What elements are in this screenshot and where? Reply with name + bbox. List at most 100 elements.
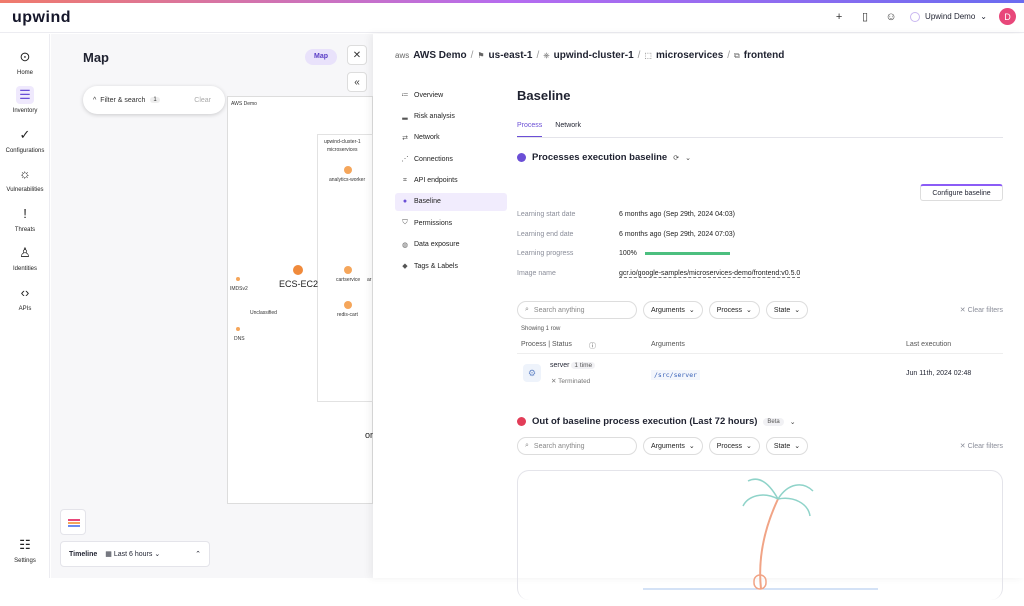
person-icon[interactable]: ☺ <box>885 10 897 23</box>
baseline-content: Baseline Process Network Processes execu… <box>517 86 1003 600</box>
panel-nav-tags-labels[interactable]: ◆ Tags & Labels <box>395 257 507 275</box>
expand-up-icon[interactable]: ⌃ <box>195 551 201 558</box>
node-dns[interactable] <box>236 327 240 331</box>
panel-nav-label: Tags & Labels <box>414 262 458 270</box>
map-area[interactable]: Map Map ore ^ Filter & search 1 Clear AW… <box>51 34 373 578</box>
chart-icon: ▂ <box>402 113 408 121</box>
search-input[interactable]: ⌕ Search anything <box>517 437 637 455</box>
refresh-icon[interactable]: ⟳ <box>673 154 680 162</box>
nav-settings[interactable]: ☷ Settings <box>0 536 50 564</box>
collapse-panel-button[interactable]: « <box>347 72 367 92</box>
nav-label: Settings <box>14 558 36 564</box>
panel-nav-label: Network <box>414 134 440 142</box>
nav-identities[interactable]: ♙ Identities <box>0 244 50 272</box>
layers-button[interactable] <box>60 509 86 535</box>
filter-search-box[interactable]: ^ Filter & search 1 Clear <box>83 86 225 114</box>
nav-vulnerabilities[interactable]: ☼ Vulnerabilities <box>0 165 50 193</box>
chevron-down-icon[interactable]: ⌄ <box>685 154 691 162</box>
crumb-account[interactable]: AWS Demo <box>413 50 467 61</box>
clear-button[interactable]: Clear <box>194 96 211 104</box>
timeline-label: Timeline <box>69 550 98 558</box>
table-row[interactable]: ⚙ server 1 time ✕ Terminated /src/server… <box>517 356 1003 392</box>
node-label: cartservice <box>336 277 361 283</box>
field-learning-progress: Learning progress 100% <box>517 250 730 257</box>
panel-nav-data-exposure[interactable]: ◍ Data exposure <box>395 236 507 254</box>
plus-icon[interactable]: + <box>835 10 843 23</box>
map-toggle-map[interactable]: Map <box>305 49 337 65</box>
state-dropdown[interactable]: State ⌄ <box>765 437 809 455</box>
layers-icon <box>68 519 80 527</box>
avatar[interactable]: D <box>999 8 1016 25</box>
node-label: Unclassified <box>250 310 277 316</box>
tab-process[interactable]: Process <box>517 120 543 137</box>
arguments-dropdown[interactable]: Arguments ⌄ <box>643 437 703 455</box>
upwind-logo[interactable]: upwind <box>12 9 71 26</box>
gear-icon <box>517 417 526 426</box>
close-icon: ✕ <box>352 49 362 61</box>
configure-baseline-button[interactable]: Configure baseline <box>920 184 1003 201</box>
col-process-status[interactable]: Process | Status <box>521 341 572 348</box>
dropdown-label: State <box>773 442 791 450</box>
search-input[interactable]: ⌕ Search anything <box>517 301 637 319</box>
baseline-tabs: Process Network <box>517 120 1003 138</box>
panel-nav-baseline[interactable]: ● Baseline <box>395 192 507 211</box>
chevron-down-icon[interactable]: ⌄ <box>789 418 796 426</box>
nav-configurations[interactable]: ✓ Configurations <box>0 126 50 154</box>
clear-filters-button[interactable]: ✕ Clear filters <box>959 443 1003 450</box>
panel-nav-connections[interactable]: ⋰ Connections <box>395 150 507 168</box>
progress-bar <box>644 251 730 255</box>
crumb-namespace[interactable]: microservices <box>655 50 724 61</box>
process-name: server 1 time <box>550 362 596 369</box>
aws-icon: aws <box>395 51 410 60</box>
field-value: 6 months ago (Sep 29th, 2024 07:03) <box>619 231 735 238</box>
image-name-link[interactable]: gcr.io/google-samples/microservices-demo… <box>619 270 801 278</box>
search-icon: ⌕ <box>525 306 529 313</box>
crumb-workload[interactable]: frontend <box>743 50 785 61</box>
col-last-execution[interactable]: Last execution <box>906 341 952 348</box>
col-arguments[interactable]: Arguments <box>651 341 685 348</box>
nav-label: Vulnerabilities <box>6 187 44 193</box>
connections-icon: ⋰ <box>401 156 409 164</box>
tab-network[interactable]: Network <box>555 122 581 129</box>
filter-bar-1: ⌕ Search anything Arguments ⌄ Process ⌄ Sta… <box>517 301 1003 319</box>
chevron-up-icon: ^ <box>93 96 97 104</box>
timeline-bar[interactable]: Timeline ▦ Last 6 hours ⌄ ⌃ <box>60 541 210 567</box>
node-redis-cart[interactable] <box>344 301 352 309</box>
detail-panel: aws AWS Demo / ⚑ us-east-1 / ⎈ upwind-cl… <box>373 34 1024 600</box>
node-ecs-ec2[interactable] <box>293 265 303 275</box>
process-dropdown[interactable]: Process ⌄ <box>708 301 760 319</box>
section-title: Processes execution baseline <box>532 152 668 163</box>
timeline-range-select[interactable]: ▦ Last 6 hours ⌄ <box>105 551 161 558</box>
process-dropdown[interactable]: Process ⌄ <box>708 437 760 455</box>
field-key: Learning start date <box>517 211 576 218</box>
panel-nav-label: Risk analysis <box>414 112 455 120</box>
nav-home[interactable]: ⊙ Home <box>0 48 50 76</box>
state-dropdown[interactable]: State ⌄ <box>765 301 809 319</box>
book-icon[interactable]: ▯ <box>862 11 869 23</box>
tag-icon: ◆ <box>402 263 408 271</box>
crumb-region[interactable]: us-east-1 <box>488 50 533 61</box>
node-cartservice[interactable] <box>344 266 352 274</box>
close-panel-button[interactable]: ✕ <box>347 45 367 65</box>
panel-nav-overview[interactable]: ≔ Overview <box>395 86 507 104</box>
flag-icon: ⚑ <box>477 51 485 60</box>
panel-nav-risk-analysis[interactable]: ▂ Risk analysis <box>395 107 507 125</box>
map-title: Map <box>83 50 109 65</box>
node-analytics-worker[interactable] <box>344 166 352 174</box>
arguments-dropdown[interactable]: Arguments ⌄ <box>643 301 703 319</box>
crumb-cluster[interactable]: upwind-cluster-1 <box>553 50 634 61</box>
table-header: Process | Status ⓘ Arguments Last execut… <box>517 338 1003 354</box>
clear-filters-label: Clear filters <box>967 443 1003 450</box>
account-switcher[interactable]: Upwind Demo ⌄ <box>910 11 987 22</box>
panel-nav-api-endpoints[interactable]: ⌗ API endpoints <box>395 172 507 190</box>
nav-inventory[interactable]: ☰ Inventory <box>0 86 50 114</box>
clear-filters-button[interactable]: ✕ Clear filters <box>959 307 1003 314</box>
panel-nav-network[interactable]: ⇄ Network <box>395 129 507 147</box>
node-imdsv2[interactable] <box>236 277 240 281</box>
graph-cluster-label: upwind-cluster-1 <box>324 139 361 145</box>
panel-nav-permissions[interactable]: ⛉ Permissions <box>395 214 507 232</box>
field-value: 6 months ago (Sep 29th, 2024 04:03) <box>619 211 735 218</box>
nav-apis[interactable]: ‹› APIs <box>0 284 50 312</box>
nav-threats[interactable]: ! Threats <box>0 205 50 233</box>
nav-label: Home <box>16 70 33 76</box>
